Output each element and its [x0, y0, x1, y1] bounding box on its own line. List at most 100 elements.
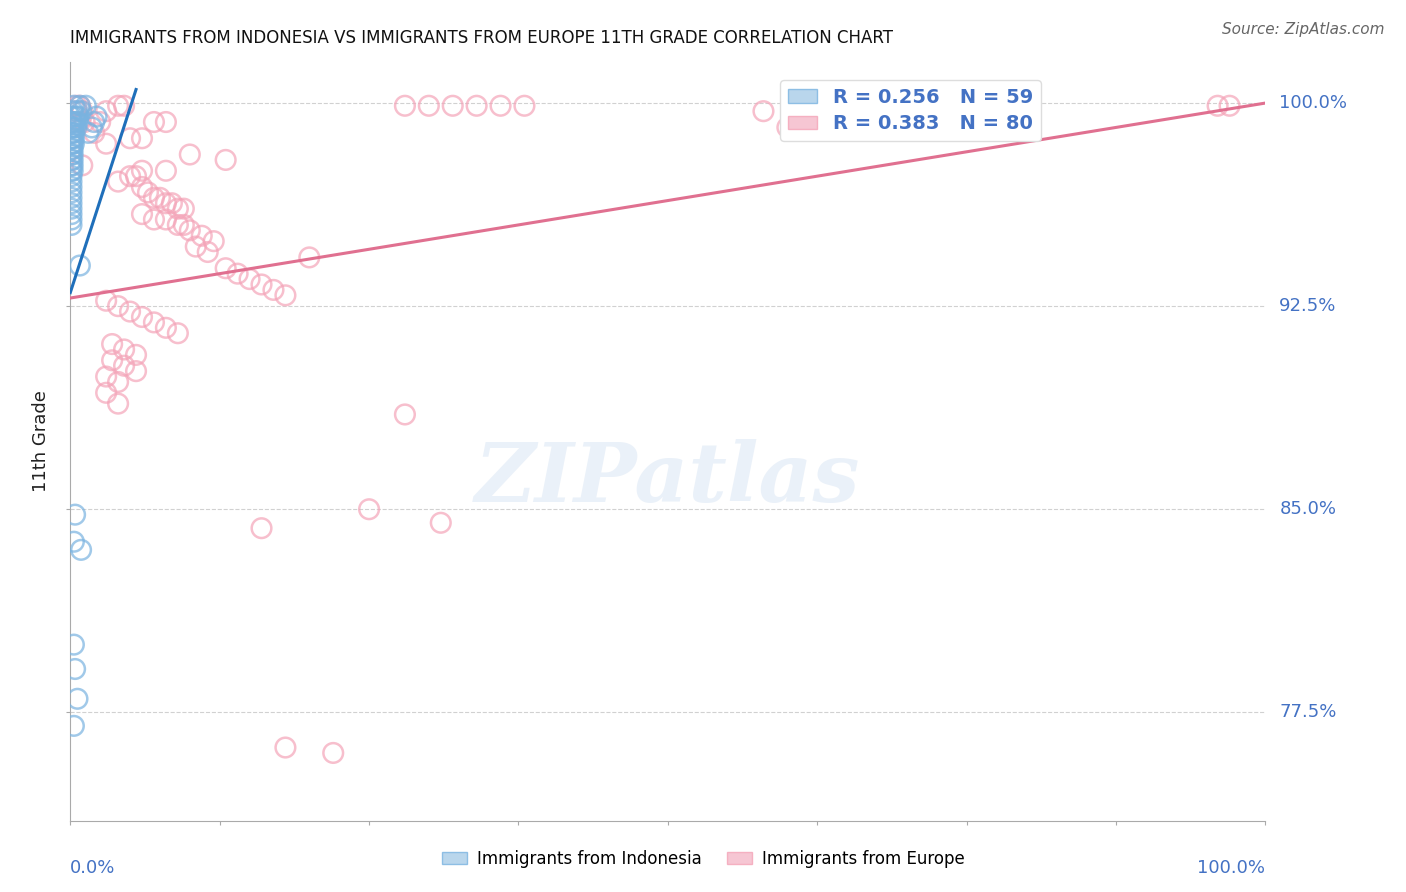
- Point: [465, 99, 488, 113]
- Point: [125, 169, 148, 183]
- Point: [250, 521, 273, 535]
- Point: [62, 115, 84, 129]
- Point: [60, 158, 83, 172]
- Text: 100.0%: 100.0%: [1279, 94, 1347, 112]
- Point: [752, 104, 775, 119]
- Point: [60, 191, 83, 205]
- Point: [69, 99, 91, 113]
- Point: [155, 320, 177, 334]
- Point: [173, 218, 195, 232]
- Point: [83, 115, 105, 129]
- Point: [60, 218, 83, 232]
- Point: [214, 261, 236, 276]
- Text: IMMIGRANTS FROM INDONESIA VS IMMIGRANTS FROM EUROPE 11TH GRADE CORRELATION CHART: IMMIGRANTS FROM INDONESIA VS IMMIGRANTS …: [70, 29, 893, 47]
- Point: [394, 99, 416, 113]
- Point: [239, 272, 262, 286]
- Legend: R = 0.256   N = 59, R = 0.383   N = 80: R = 0.256 N = 59, R = 0.383 N = 80: [780, 79, 1040, 141]
- Point: [107, 396, 129, 410]
- Point: [62, 147, 84, 161]
- Point: [69, 115, 91, 129]
- Point: [60, 180, 83, 194]
- Point: [131, 180, 153, 194]
- Point: [77, 126, 100, 140]
- Point: [131, 163, 153, 178]
- Point: [67, 110, 90, 124]
- Point: [120, 304, 141, 318]
- Point: [62, 163, 84, 178]
- Point: [155, 212, 177, 227]
- Point: [263, 283, 285, 297]
- Text: 92.5%: 92.5%: [1279, 297, 1337, 315]
- Point: [96, 136, 117, 151]
- Point: [173, 202, 195, 216]
- Point: [70, 104, 93, 119]
- Point: [214, 153, 236, 167]
- Point: [70, 158, 93, 172]
- Point: [86, 110, 108, 124]
- Point: [101, 353, 124, 368]
- Point: [136, 186, 159, 200]
- Point: [75, 99, 97, 113]
- Point: [202, 234, 225, 248]
- Point: [107, 299, 129, 313]
- Point: [60, 147, 83, 161]
- Point: [66, 104, 89, 119]
- Point: [60, 169, 83, 183]
- Point: [1218, 99, 1241, 113]
- Point: [60, 110, 83, 124]
- Point: [60, 196, 83, 211]
- Point: [65, 104, 87, 119]
- Point: [66, 691, 89, 706]
- Point: [226, 267, 249, 281]
- Text: 0.0%: 0.0%: [70, 858, 115, 877]
- Point: [69, 99, 91, 113]
- Point: [155, 163, 177, 178]
- Point: [60, 186, 83, 200]
- Point: [155, 196, 177, 211]
- Point: [184, 239, 207, 253]
- Point: [89, 115, 111, 129]
- Point: [60, 136, 83, 151]
- Text: 77.5%: 77.5%: [1279, 703, 1337, 722]
- Point: [70, 104, 93, 119]
- Point: [274, 740, 297, 755]
- Point: [418, 99, 440, 113]
- Point: [73, 115, 96, 129]
- Point: [107, 375, 129, 389]
- Point: [63, 662, 86, 676]
- Point: [63, 534, 86, 549]
- Text: 100.0%: 100.0%: [1198, 858, 1265, 877]
- Point: [149, 191, 172, 205]
- Point: [60, 153, 83, 167]
- Point: [83, 126, 105, 140]
- Point: [63, 136, 86, 151]
- Point: [96, 293, 117, 308]
- Point: [60, 120, 83, 135]
- Point: [489, 99, 512, 113]
- Point: [179, 147, 201, 161]
- Point: [63, 120, 86, 135]
- Point: [131, 207, 153, 221]
- Point: [65, 120, 87, 135]
- Point: [298, 251, 321, 265]
- Point: [394, 408, 416, 422]
- Point: [322, 746, 344, 760]
- Point: [131, 310, 153, 324]
- Point: [107, 99, 129, 113]
- Point: [120, 131, 141, 145]
- Point: [112, 359, 135, 373]
- Point: [60, 115, 83, 129]
- Point: [101, 337, 124, 351]
- Point: [65, 99, 87, 113]
- Point: [160, 196, 183, 211]
- Point: [197, 244, 219, 259]
- Text: ZIPatlas: ZIPatlas: [475, 440, 860, 519]
- Y-axis label: 11th Grade: 11th Grade: [32, 391, 51, 492]
- Point: [166, 218, 188, 232]
- Point: [62, 136, 84, 151]
- Point: [60, 131, 83, 145]
- Point: [107, 175, 129, 189]
- Text: 85.0%: 85.0%: [1279, 500, 1336, 518]
- Point: [166, 202, 188, 216]
- Point: [60, 126, 83, 140]
